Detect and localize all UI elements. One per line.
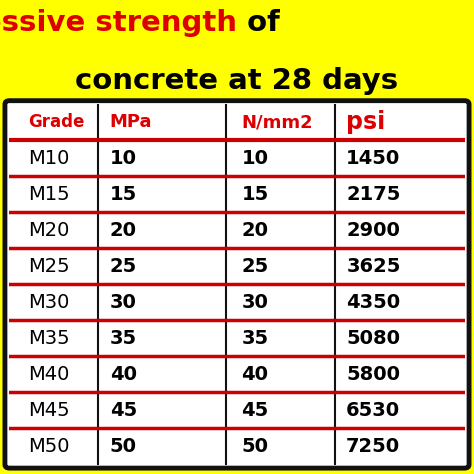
Text: 45: 45	[242, 401, 269, 420]
Text: 2900: 2900	[346, 221, 400, 240]
Text: 2175: 2175	[346, 185, 401, 204]
Text: 35: 35	[109, 329, 137, 348]
Text: 40: 40	[242, 365, 269, 384]
Text: 20: 20	[242, 221, 269, 240]
Text: Grade: Grade	[27, 113, 84, 131]
Text: 50: 50	[109, 437, 137, 456]
Text: M15: M15	[27, 185, 69, 204]
Text: MPa: MPa	[109, 113, 152, 131]
Text: 10: 10	[242, 149, 269, 168]
Text: M45: M45	[27, 401, 69, 420]
Text: 7250: 7250	[346, 437, 401, 456]
Text: psi: psi	[346, 110, 385, 134]
Text: 1450: 1450	[346, 149, 401, 168]
Text: 50: 50	[242, 437, 269, 456]
FancyBboxPatch shape	[5, 100, 469, 468]
Text: 25: 25	[242, 257, 269, 276]
Text: 20: 20	[109, 221, 137, 240]
Text: 5080: 5080	[346, 329, 400, 348]
Text: 3625: 3625	[346, 257, 401, 276]
Text: 10: 10	[109, 149, 137, 168]
Text: M20: M20	[27, 221, 69, 240]
Text: 4350: 4350	[346, 293, 401, 312]
Text: 30: 30	[242, 293, 268, 312]
Text: 35: 35	[242, 329, 269, 348]
Text: M35: M35	[27, 329, 69, 348]
Text: M40: M40	[27, 365, 69, 384]
Text: Compressive strength: Compressive strength	[0, 9, 237, 37]
Text: 45: 45	[109, 401, 137, 420]
Text: M30: M30	[27, 293, 69, 312]
Text: M50: M50	[27, 437, 69, 456]
Text: 6530: 6530	[346, 401, 401, 420]
Text: 5800: 5800	[346, 365, 400, 384]
Text: 15: 15	[109, 185, 137, 204]
Text: M25: M25	[27, 257, 69, 276]
Text: N/mm2: N/mm2	[242, 113, 313, 131]
Text: 30: 30	[109, 293, 137, 312]
Text: concrete at 28 days: concrete at 28 days	[75, 67, 399, 95]
Text: 40: 40	[109, 365, 137, 384]
Text: 15: 15	[242, 185, 269, 204]
Text: 25: 25	[109, 257, 137, 276]
Text: M10: M10	[27, 149, 69, 168]
Text: of: of	[237, 9, 280, 37]
